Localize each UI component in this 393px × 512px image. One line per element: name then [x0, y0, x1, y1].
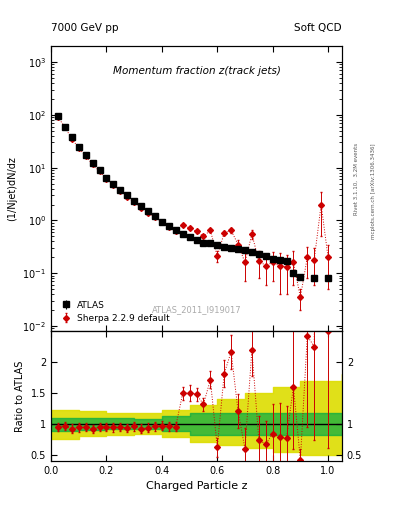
Text: mcplots.cern.ch [arXiv:1306.3436]: mcplots.cern.ch [arXiv:1306.3436] [371, 143, 376, 239]
Legend: ATLAS, Sherpa 2.2.9 default: ATLAS, Sherpa 2.2.9 default [55, 297, 174, 327]
Text: Rivet 3.1.10,  3.2M events: Rivet 3.1.10, 3.2M events [354, 143, 359, 216]
Text: Soft QCD: Soft QCD [294, 23, 342, 33]
Text: Momentum fraction z(track jets): Momentum fraction z(track jets) [112, 66, 281, 76]
X-axis label: Charged Particle z: Charged Particle z [146, 481, 247, 491]
Y-axis label: Ratio to ATLAS: Ratio to ATLAS [15, 360, 25, 432]
Text: 7000 GeV pp: 7000 GeV pp [51, 23, 119, 33]
Text: ATLAS_2011_I919017: ATLAS_2011_I919017 [152, 305, 241, 314]
Y-axis label: (1/Njet)dN/dz: (1/Njet)dN/dz [7, 156, 17, 221]
